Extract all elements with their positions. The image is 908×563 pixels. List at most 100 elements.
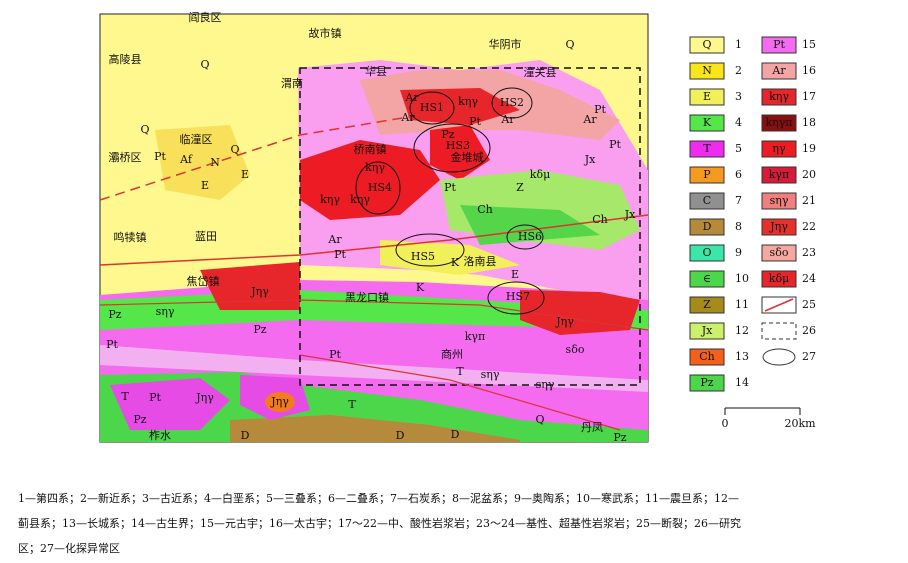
legend-number: 16 bbox=[802, 64, 816, 77]
unit-label: Jx bbox=[584, 153, 596, 166]
scale-end: 20km bbox=[784, 417, 816, 430]
anomaly-label: HS4 bbox=[368, 181, 392, 194]
legend-code: K bbox=[703, 116, 712, 129]
legend-number: 23 bbox=[802, 246, 816, 259]
unit-label: T bbox=[348, 398, 356, 411]
unit-label: kηγ bbox=[458, 95, 478, 108]
unit-label: Ar bbox=[404, 91, 419, 104]
legend-swatch bbox=[689, 36, 725, 54]
unit-label: K bbox=[416, 281, 425, 294]
intrusion-jng bbox=[200, 262, 300, 310]
anomaly-label: HS7 bbox=[506, 290, 530, 303]
fault bbox=[299, 354, 621, 431]
unit-n bbox=[155, 125, 250, 200]
legend-number: 22 bbox=[802, 220, 816, 233]
unit-label: kδμ bbox=[530, 168, 550, 181]
intrusion bbox=[265, 392, 295, 412]
legend-swatch bbox=[689, 270, 725, 288]
legend-swatch bbox=[689, 374, 725, 392]
unit-label: Pz bbox=[441, 128, 454, 141]
legend-number: 24 bbox=[802, 272, 816, 285]
legend-code: P bbox=[703, 168, 711, 181]
anomaly-label: HS3 bbox=[446, 139, 470, 152]
place-name: 鸣犊镇 bbox=[114, 230, 147, 244]
unit-label: T bbox=[456, 365, 464, 378]
place-name: 焦岱镇 bbox=[187, 274, 220, 288]
anomaly-label: HS1 bbox=[420, 101, 444, 114]
place-name: 高陵县 bbox=[109, 52, 142, 66]
legend-code: ∈ bbox=[703, 272, 711, 285]
legend-swatch bbox=[689, 348, 725, 366]
unit-label: Jηγ bbox=[195, 391, 214, 404]
legend-code: kηγπ bbox=[765, 116, 792, 129]
legend-number: 13 bbox=[735, 350, 749, 363]
legend-number: 20 bbox=[802, 168, 816, 181]
place-name: 蓝田 bbox=[195, 230, 217, 243]
unit-label: Pt bbox=[329, 348, 341, 361]
unit-label: Pt bbox=[609, 138, 621, 151]
legend-swatch bbox=[689, 322, 725, 340]
unit-label: E bbox=[241, 168, 249, 181]
legend-swatch bbox=[689, 296, 725, 314]
unit-label: kγπ bbox=[465, 330, 485, 343]
legend-code: Jηγ bbox=[769, 220, 788, 233]
legend-swatch bbox=[761, 114, 797, 132]
legend-number: 4 bbox=[735, 116, 742, 129]
place-name: 故市镇 bbox=[309, 26, 342, 40]
legend-number: 6 bbox=[735, 168, 742, 181]
legend-code: O bbox=[702, 246, 711, 259]
unit-t bbox=[110, 378, 230, 430]
unit-label: E bbox=[201, 179, 209, 192]
legend-code: sηγ bbox=[770, 194, 789, 207]
place-name: 柞水 bbox=[149, 428, 171, 442]
legend-code: Ch bbox=[699, 350, 715, 363]
legend-code: Jx bbox=[701, 324, 713, 337]
fault bbox=[99, 114, 421, 201]
intrusion-kng3 bbox=[430, 125, 490, 180]
unit-label: sηγ bbox=[481, 368, 500, 381]
legend-code: T bbox=[703, 142, 711, 155]
unit-d bbox=[230, 415, 520, 442]
legend-swatch bbox=[689, 114, 725, 132]
legend-code: kηγ bbox=[769, 90, 789, 103]
unit-label: Q bbox=[140, 123, 149, 136]
legend-number: 15 bbox=[802, 38, 816, 51]
legend-code: Pz bbox=[700, 376, 713, 389]
place-name: 金堆城 bbox=[451, 150, 484, 164]
unit-label: Pz bbox=[253, 323, 266, 336]
legend-number: 11 bbox=[735, 298, 749, 311]
legend-number: 7 bbox=[735, 194, 742, 207]
unit-label: Pt bbox=[469, 115, 481, 128]
anomaly-outlines bbox=[355, 87, 545, 315]
unit-label: Af bbox=[179, 153, 193, 166]
unit-label: kηγ bbox=[365, 161, 385, 174]
unit-label: K bbox=[451, 256, 460, 269]
unit-label: Pt bbox=[594, 103, 606, 116]
legend-code: Ar bbox=[771, 64, 786, 77]
unit-label: kηγ bbox=[320, 193, 340, 206]
legend-number: 10 bbox=[735, 272, 749, 285]
legend-code: kγπ bbox=[769, 168, 789, 181]
unit-label: D bbox=[451, 428, 460, 441]
legend-code: Q bbox=[702, 38, 711, 51]
legend-fault-symbol bbox=[764, 298, 794, 312]
intrusion-kng2 bbox=[300, 140, 440, 220]
unit-label: Jηγ bbox=[555, 315, 574, 328]
anomaly-label: HS5 bbox=[411, 250, 435, 263]
unit-label: D bbox=[241, 429, 250, 442]
legend-swatch bbox=[761, 140, 797, 158]
unit-e bbox=[380, 240, 520, 275]
legend-number: 9 bbox=[735, 246, 742, 259]
legend-code: N bbox=[702, 64, 712, 77]
scale-line bbox=[724, 407, 801, 415]
intrusion-kng bbox=[400, 88, 520, 125]
legend-swatch bbox=[761, 244, 797, 262]
caption-line: 蓟县系；13—长城系；14—古生界；15—元古宇；16—太古宇；17～22—中、… bbox=[18, 516, 741, 530]
legend-anomaly-symbol bbox=[762, 348, 796, 366]
unit-label: Q bbox=[565, 38, 574, 51]
place-name: 华县 bbox=[365, 64, 387, 78]
unit-label: D bbox=[396, 429, 405, 442]
legend-number: 27 bbox=[802, 350, 816, 363]
place-name: 临潼区 bbox=[180, 132, 213, 146]
legend-number: 21 bbox=[802, 194, 816, 207]
